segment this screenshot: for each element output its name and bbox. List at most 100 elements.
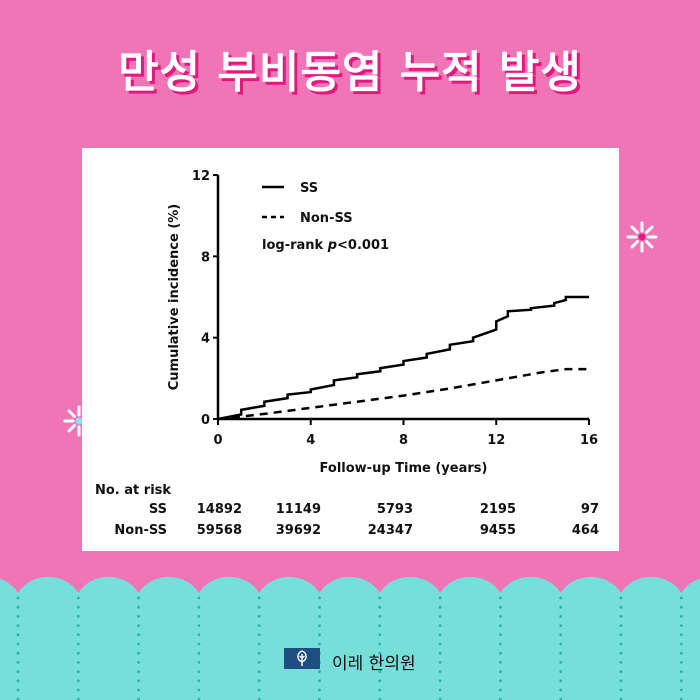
dot bbox=[378, 596, 382, 600]
dot bbox=[318, 615, 321, 618]
risk-value: 11149 bbox=[276, 502, 321, 517]
dot bbox=[378, 624, 382, 627]
dot bbox=[619, 642, 623, 646]
dot bbox=[137, 697, 140, 700]
dot bbox=[318, 633, 321, 637]
dot bbox=[378, 651, 382, 655]
dot bbox=[619, 624, 623, 627]
dot bbox=[197, 605, 201, 609]
series-ss bbox=[217, 295, 589, 421]
risk-value: 59568 bbox=[197, 523, 242, 538]
risk-value: 464 bbox=[572, 523, 599, 538]
logo bbox=[284, 648, 320, 669]
dot bbox=[76, 688, 80, 692]
dot bbox=[197, 633, 201, 637]
y-tick-label: 0 bbox=[201, 413, 210, 428]
dot bbox=[257, 596, 261, 600]
dot bbox=[438, 679, 442, 683]
dot bbox=[16, 633, 20, 637]
dot bbox=[16, 651, 20, 655]
dot bbox=[137, 642, 141, 646]
dot bbox=[438, 688, 442, 692]
dot bbox=[559, 596, 563, 600]
dot bbox=[318, 596, 321, 600]
dot bbox=[378, 642, 382, 646]
dot bbox=[318, 697, 321, 700]
dot bbox=[76, 661, 80, 664]
dot bbox=[559, 679, 563, 683]
dot bbox=[197, 642, 201, 646]
dot bbox=[197, 670, 201, 673]
dot bbox=[499, 697, 502, 700]
dot bbox=[438, 596, 442, 600]
y-axis-label: Cumulative incidence (%) bbox=[167, 204, 182, 391]
x-tick-label: 8 bbox=[399, 433, 408, 448]
sparkle-icon bbox=[626, 221, 658, 253]
dot bbox=[16, 605, 20, 609]
dot bbox=[438, 633, 442, 637]
dot bbox=[378, 697, 382, 700]
km-chart: 0 4 8 12 0 4 8 12 16 Follow-up Time (years) Cumula… bbox=[95, 169, 599, 538]
dot bbox=[378, 661, 382, 664]
dot bbox=[257, 605, 261, 609]
dot bbox=[438, 642, 442, 646]
dot bbox=[257, 688, 261, 692]
dot bbox=[137, 651, 141, 655]
dot bbox=[197, 661, 201, 664]
risk-value: 24347 bbox=[368, 523, 413, 538]
leaf-icon bbox=[297, 650, 307, 666]
dot bbox=[16, 679, 20, 683]
dot bbox=[76, 596, 80, 600]
risk-value: 97 bbox=[581, 502, 599, 517]
dot bbox=[438, 661, 442, 664]
dot bbox=[679, 615, 683, 618]
dot bbox=[619, 670, 623, 673]
dot bbox=[137, 661, 141, 664]
risk-row-label: SS bbox=[149, 502, 167, 517]
dot bbox=[197, 697, 201, 700]
dot bbox=[499, 596, 502, 600]
dot bbox=[559, 651, 563, 655]
dot bbox=[619, 688, 623, 692]
dot bbox=[76, 670, 80, 673]
dot bbox=[559, 624, 563, 627]
dot bbox=[378, 605, 382, 609]
dot bbox=[257, 679, 261, 683]
dot bbox=[378, 688, 382, 692]
dot bbox=[499, 642, 502, 646]
dot bbox=[559, 670, 563, 673]
annotation: log-rank p<0.001 bbox=[262, 238, 389, 253]
dot bbox=[257, 697, 261, 700]
dot bbox=[16, 642, 20, 646]
dot bbox=[499, 661, 502, 664]
brand-name: 이레 한의원 bbox=[332, 654, 416, 674]
dot bbox=[559, 605, 563, 609]
dot bbox=[318, 642, 321, 646]
dot bbox=[257, 633, 261, 637]
dot bbox=[499, 651, 502, 655]
dot bbox=[438, 605, 442, 609]
dot bbox=[679, 688, 683, 692]
dot bbox=[679, 670, 683, 673]
dot bbox=[16, 688, 20, 692]
dot bbox=[257, 615, 261, 618]
dot bbox=[197, 615, 201, 618]
dot bbox=[619, 615, 623, 618]
dot bbox=[438, 651, 442, 655]
dot bbox=[76, 679, 80, 683]
y-tick-label: 12 bbox=[192, 169, 210, 184]
dot bbox=[318, 624, 321, 627]
risk-table-header: No. at risk bbox=[95, 483, 171, 498]
dot bbox=[378, 633, 382, 637]
dot bbox=[679, 605, 683, 609]
dot bbox=[137, 615, 141, 618]
dot bbox=[619, 661, 623, 664]
page-title: 만성 부비동염 누적 발생 bbox=[118, 47, 582, 98]
dot bbox=[318, 679, 321, 683]
dot bbox=[499, 615, 502, 618]
dot bbox=[16, 624, 20, 627]
dot bbox=[559, 697, 563, 700]
dot bbox=[137, 624, 141, 627]
dot bbox=[559, 615, 563, 618]
series-non-ss bbox=[217, 367, 589, 421]
